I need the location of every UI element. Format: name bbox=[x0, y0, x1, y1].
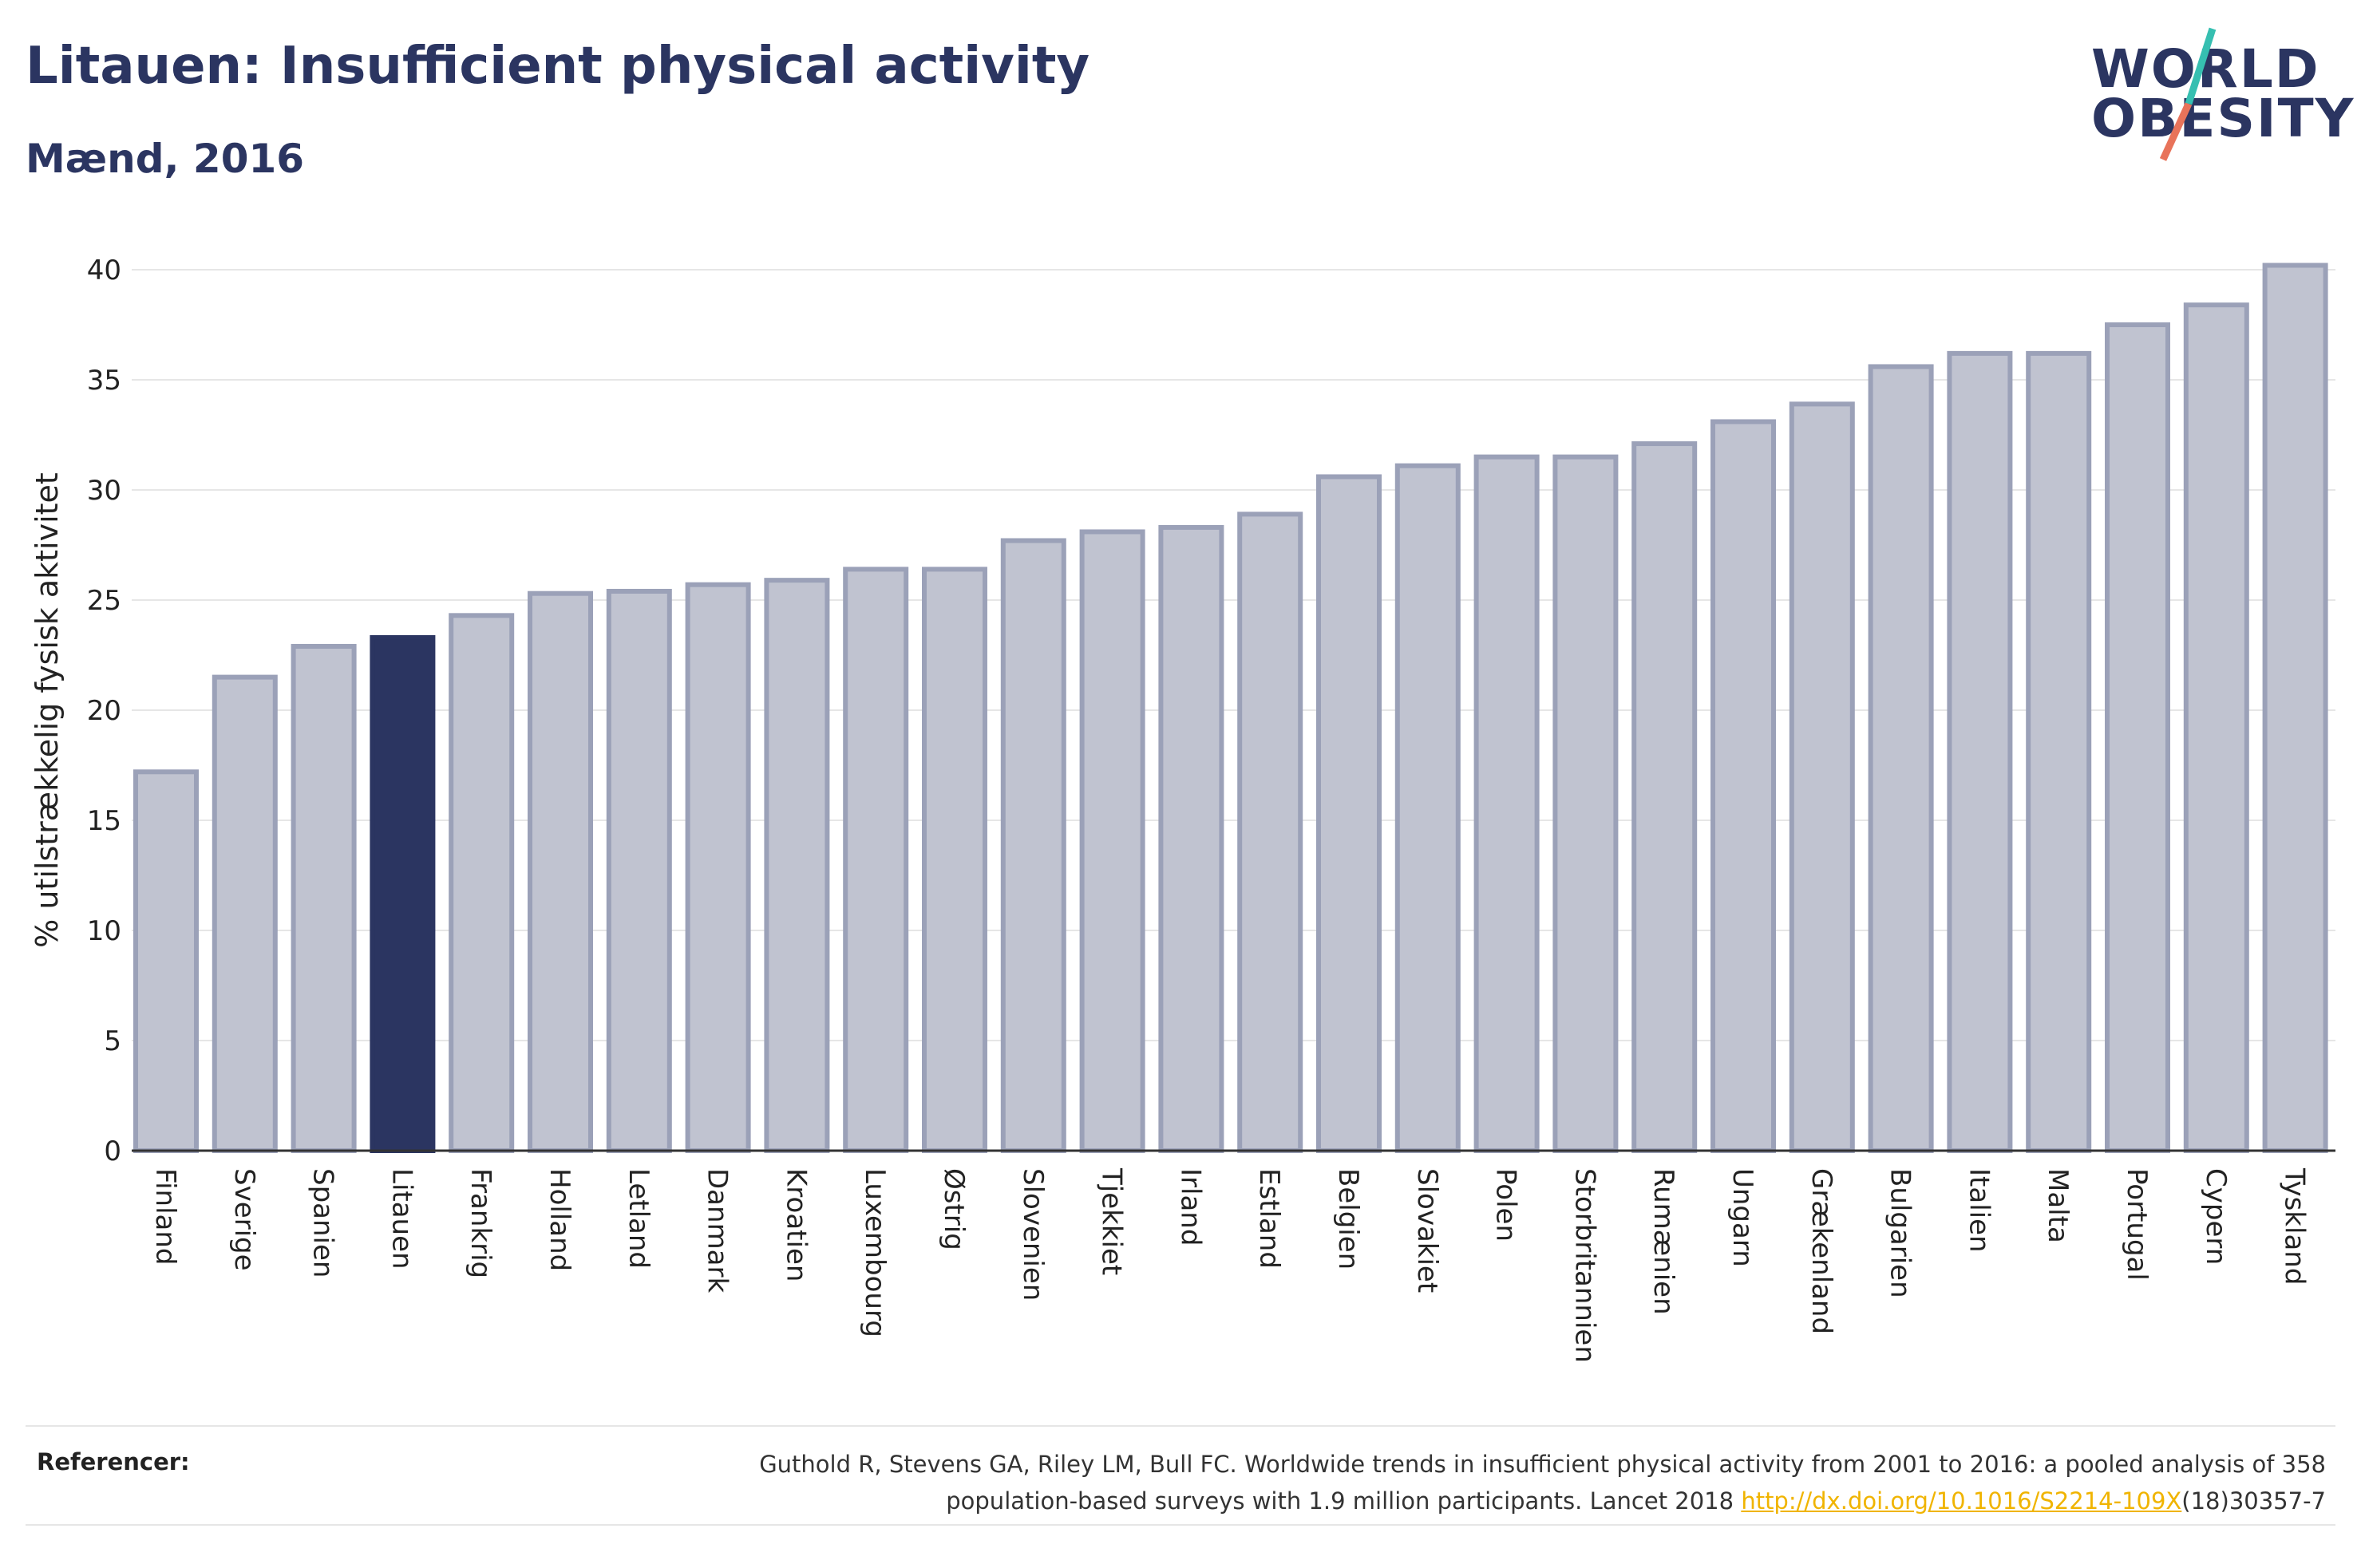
bar-grækenland bbox=[1789, 401, 1855, 1153]
x-tick-label: Slovakiet bbox=[1411, 1168, 1443, 1293]
bar-sverige bbox=[212, 674, 278, 1153]
x-tick-label: Holland bbox=[544, 1168, 575, 1271]
x-tick-label: Letland bbox=[623, 1168, 655, 1269]
chart-title: Litauen: Insufficient physical activity bbox=[26, 37, 1090, 96]
x-tick-label: Spanien bbox=[307, 1168, 339, 1278]
bar-spanien bbox=[291, 643, 357, 1153]
x-tick-label: Belgien bbox=[1332, 1168, 1364, 1270]
x-tick-label: Litauen bbox=[386, 1168, 417, 1270]
bar-østrig bbox=[922, 567, 987, 1153]
y-tick-label: 0 bbox=[104, 1136, 121, 1167]
x-tick-label: Sverige bbox=[228, 1168, 260, 1271]
y-tick-label: 25 bbox=[87, 585, 121, 617]
x-tick-label: Tjekkiet bbox=[1096, 1167, 1128, 1275]
x-tick-label: Cypern bbox=[2200, 1168, 2232, 1265]
chart-subtitle: Mænd, 2016 bbox=[26, 136, 305, 182]
bar-luxembourg bbox=[843, 567, 909, 1153]
logo-line-2: OBESITY bbox=[2091, 88, 2355, 149]
bar-frankrig bbox=[449, 613, 515, 1153]
bar-tyskland bbox=[2262, 263, 2328, 1154]
x-tick-label: Kroatien bbox=[780, 1168, 812, 1282]
bar-danmark bbox=[685, 582, 751, 1153]
doi-link[interactable]: http://dx.doi.org/10.1016/S2214-109X bbox=[1741, 1487, 2182, 1515]
bar-belgien bbox=[1316, 474, 1382, 1153]
x-tick-label: Italien bbox=[1963, 1168, 1995, 1253]
bar-italien bbox=[1947, 350, 2013, 1153]
y-tick-label: 10 bbox=[87, 915, 121, 947]
bar-slovakiet bbox=[1394, 463, 1461, 1153]
bar-cypern bbox=[2183, 302, 2249, 1153]
reference-line-2-end: (18)30357-7 bbox=[2181, 1487, 2326, 1515]
x-tick-label: Finland bbox=[149, 1168, 181, 1266]
logo-slash-icon bbox=[2159, 27, 2217, 161]
bar-portugal bbox=[2105, 322, 2170, 1153]
bar-ungarn bbox=[1710, 419, 1776, 1153]
x-tick-label: Frankrig bbox=[465, 1168, 496, 1278]
bar-slovenien bbox=[1000, 538, 1066, 1153]
x-tick-label: Danmark bbox=[702, 1168, 734, 1293]
bar-kroatien bbox=[764, 578, 830, 1153]
world-obesity-logo: WORLD OBESITY bbox=[2083, 24, 2353, 168]
bar-estland bbox=[1237, 511, 1303, 1153]
y-tick-label: 5 bbox=[104, 1025, 121, 1057]
bar-tjekkiet bbox=[1079, 529, 1145, 1153]
x-tick-label: Østrig bbox=[938, 1168, 970, 1250]
references-text: Guthold R, Stevens GA, Riley LM, Bull FC… bbox=[490, 1446, 2326, 1519]
x-tick-label: Luxembourg bbox=[859, 1168, 891, 1337]
bar-holland bbox=[528, 590, 593, 1153]
x-tick-label: Malta bbox=[2042, 1168, 2074, 1243]
y-tick-label: 30 bbox=[87, 475, 121, 507]
x-tick-label: Rumænien bbox=[1647, 1168, 1679, 1315]
bar-storbritannien bbox=[1552, 454, 1619, 1153]
x-tick-label: Polen bbox=[1490, 1168, 1522, 1242]
x-tick-label: Estland bbox=[1253, 1168, 1285, 1269]
bar-finland bbox=[133, 769, 199, 1154]
footer-divider-top bbox=[26, 1425, 2335, 1427]
bar-rumænien bbox=[1631, 441, 1698, 1153]
bar-litauen bbox=[370, 634, 436, 1153]
x-tick-label: Bulgarien bbox=[1884, 1168, 1916, 1298]
bar-letland bbox=[606, 588, 672, 1153]
x-tick-label: Storbritannien bbox=[1568, 1168, 1600, 1363]
x-tick-label: Grækenland bbox=[1805, 1168, 1837, 1334]
x-tick-label: Ungarn bbox=[1726, 1168, 1758, 1267]
y-tick-label: 20 bbox=[87, 695, 121, 727]
bar-malta bbox=[2026, 350, 2092, 1153]
reference-line-2: population-based surveys with 1.9 millio… bbox=[490, 1483, 2326, 1519]
x-tick-label: Portugal bbox=[2121, 1168, 2153, 1281]
footer-divider-bottom bbox=[26, 1524, 2335, 1526]
x-tick-label: Tyskland bbox=[2279, 1167, 2311, 1285]
x-tick-label: Slovenien bbox=[1017, 1168, 1049, 1301]
y-axis-label: % utilstrækkelig fysisk aktivitet bbox=[30, 472, 65, 948]
reference-line-2-start: population-based surveys with 1.9 millio… bbox=[946, 1487, 1742, 1515]
bar-irland bbox=[1158, 524, 1224, 1153]
bar-polen bbox=[1473, 454, 1540, 1153]
y-tick-label: 35 bbox=[87, 365, 121, 397]
y-tick-label: 15 bbox=[87, 805, 121, 837]
reference-line-1: Guthold R, Stevens GA, Riley LM, Bull FC… bbox=[759, 1451, 2326, 1478]
x-tick-label: Irland bbox=[1174, 1168, 1206, 1246]
bar-chart: 0 5 10 15 20 25 30 35 40 % utilstrækkelig fysisk … bbox=[30, 255, 2335, 1363]
references-label: Referencer: bbox=[37, 1448, 190, 1475]
y-tick-label: 40 bbox=[87, 255, 121, 286]
bar-bulgarien bbox=[1868, 364, 1934, 1153]
